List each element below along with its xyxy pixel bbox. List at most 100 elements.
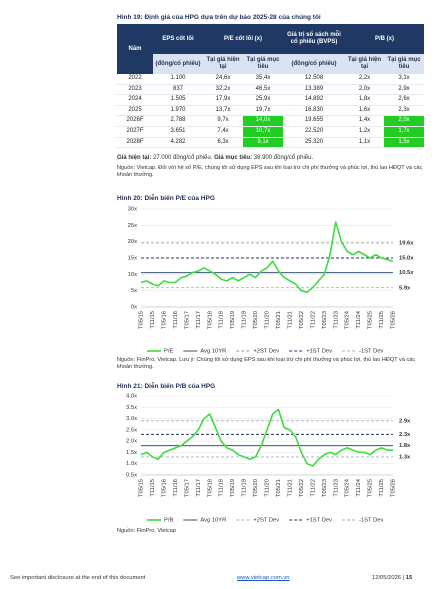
table-cell: 10,7x (243, 126, 284, 138)
date-page: 12/05/2026 | 15 (372, 575, 412, 581)
x-tick-label: T05/16 (161, 479, 167, 497)
value: 38.900 đồng/cổ phiếu. (252, 155, 314, 161)
reference-label: 15.0x (399, 256, 414, 262)
table-cell: 9,7x (203, 115, 243, 127)
x-tick-label: T05/24 (345, 310, 351, 329)
table-cell: 46,5x (243, 84, 284, 96)
table-cell: 1,7x (384, 126, 425, 138)
table-cell: 13,7x (203, 105, 243, 117)
y-tick-label: 1.5x (126, 450, 137, 456)
x-tick-label: T11/19 (242, 479, 248, 497)
x-tick-label: T05/22 (299, 479, 305, 497)
header-cell: P/B (x) (345, 24, 425, 54)
x-tick-label: T05/17 (184, 311, 190, 329)
reference-label: 10.5x (399, 270, 414, 276)
x-tick-label: T05/22 (299, 311, 305, 329)
table-row: 2028F 4.282 6,3x 9,1x 25.320 1,1x 1,5x (117, 137, 425, 149)
reference-label: 1.8x (399, 443, 411, 449)
table-cell: 2027F (117, 126, 153, 138)
table-cell: 1,5x (384, 137, 425, 149)
x-tick-label: T11/16 (173, 311, 179, 329)
data-line (140, 221, 394, 294)
table-cell: 2,0x (345, 84, 385, 96)
y-tick-label: 2.5x (126, 427, 137, 433)
valuation-table: Năm EPS cốt lõi P/E cốt lõi (x) Giá trị … (117, 24, 425, 149)
disclosure: See important disclosure at the end of t… (10, 575, 146, 581)
table-cell: 2,3x (384, 105, 425, 117)
legend-label: +2ST Dev (253, 349, 279, 355)
table-cell: 6,3x (203, 137, 243, 149)
table-cell: 12.508 (283, 74, 346, 85)
legend-label: +2ST Dev (253, 518, 279, 524)
header-cell: Giá trị sổ sách mỗi cổ phiếu (BVPS) (283, 24, 346, 54)
x-tick-label: T05/26 (391, 311, 397, 329)
source-note: Nguồn: Vietcap. Đối với hệ số P/E, chúng… (117, 165, 423, 179)
table-cell: 1,8x (345, 94, 385, 106)
legend-label: +1ST Dev (306, 349, 332, 355)
table-cell: 16.830 (283, 105, 346, 117)
table-row: 2026F 2.788 9,7x 14,0x 19.655 1,4x 2,0x (117, 115, 425, 127)
x-tick-label: T05/23 (322, 479, 328, 497)
x-tick-label: T05/21 (276, 311, 282, 329)
x-tick-label: T05/20 (253, 479, 259, 497)
x-tick-label: T05/25 (368, 311, 374, 329)
x-tick-label: T05/18 (207, 479, 213, 497)
x-tick-label: T11/23 (333, 311, 339, 329)
reference-label: 19.6x (399, 241, 414, 247)
y-tick-label: 15x (128, 256, 137, 262)
chart-title: Hình 21: Diễn biến P/B của HPG (117, 383, 216, 390)
value: 27.000 đồng/cổ phiếu. (151, 155, 215, 161)
table-cell: 32,2x (203, 84, 243, 96)
table-cell: 2022 (117, 74, 153, 85)
website-link[interactable]: www.vietcap.com.vn (237, 575, 290, 581)
x-tick-label: T05/21 (276, 479, 282, 497)
y-tick-label: 20x (128, 239, 137, 245)
data-line (140, 408, 393, 467)
legend-label: Avg 10YR (200, 349, 226, 355)
x-tick-label: T11/16 (173, 479, 179, 497)
table-cell: 2,9x (384, 84, 425, 96)
page-number: 15 (405, 575, 413, 581)
reference-label: 2.3x (399, 432, 411, 438)
table-cell: 14,0x (243, 115, 284, 127)
y-tick-label: 1.0x (126, 461, 137, 467)
table-cell: 2028F (117, 137, 153, 149)
legend-label: -1ST Dev (359, 518, 383, 524)
source-note: Nguồn: FiinPro, Vietcap. Lưu ý: Chúng tô… (117, 357, 416, 371)
reference-label: 5.9x (399, 285, 411, 291)
table-cell: 2024 (117, 94, 153, 106)
x-tick-label: T11/20 (265, 479, 271, 497)
legend-label: P/E (164, 349, 173, 355)
table-row: 2025 1.970 13,7x 19,7x 16.830 1,6x 2,3x (117, 105, 425, 117)
table-cell: 2026F (117, 115, 153, 127)
y-tick-label: 3.0x (126, 416, 137, 422)
x-tick-label: T05/19 (230, 311, 236, 329)
table-cell: 1,1x (345, 137, 385, 149)
table-cell: 25,9x (243, 94, 284, 106)
table-cell: 1.505 (153, 94, 203, 106)
table-cell: 3,1x (384, 74, 425, 85)
table-cell: 9,1x (243, 137, 284, 149)
label: Giá mục tiêu: (214, 155, 253, 161)
table-cell: 2,2x (345, 74, 385, 85)
x-tick-label: T11/19 (242, 311, 248, 329)
x-tick-label: T11/21 (287, 311, 293, 329)
table-cell: 2023 (117, 84, 153, 96)
table-cell: 13.389 (283, 84, 346, 96)
table-cell: 14.892 (283, 94, 346, 106)
legend-label: Avg 10YR (200, 518, 226, 524)
y-tick-label: 30x (128, 207, 137, 213)
x-tick-label: T11/22 (310, 311, 316, 329)
x-tick-label: T11/15 (150, 311, 156, 329)
table-cell: 2,0x (384, 115, 425, 127)
x-tick-label: T05/17 (184, 479, 190, 497)
x-tick-label: T05/15 (139, 311, 145, 329)
table-row: 2027F 3.651 7,4x 10,7x 22.520 1,2x 1,7x (117, 126, 425, 138)
y-tick-label: 0x (131, 305, 137, 311)
y-tick-label: 2.0x (126, 439, 137, 445)
table-body: 2022 1.100 24,6x 35,4x 12.508 2,2x 3,1x 2023 837… (117, 74, 425, 149)
table-cell: 1,6x (345, 105, 385, 117)
table-cell: 7,4x (203, 126, 243, 138)
table-row: 2024 1.505 17,9x 25,9x 14.892 1,8x 2,6x (117, 94, 425, 106)
